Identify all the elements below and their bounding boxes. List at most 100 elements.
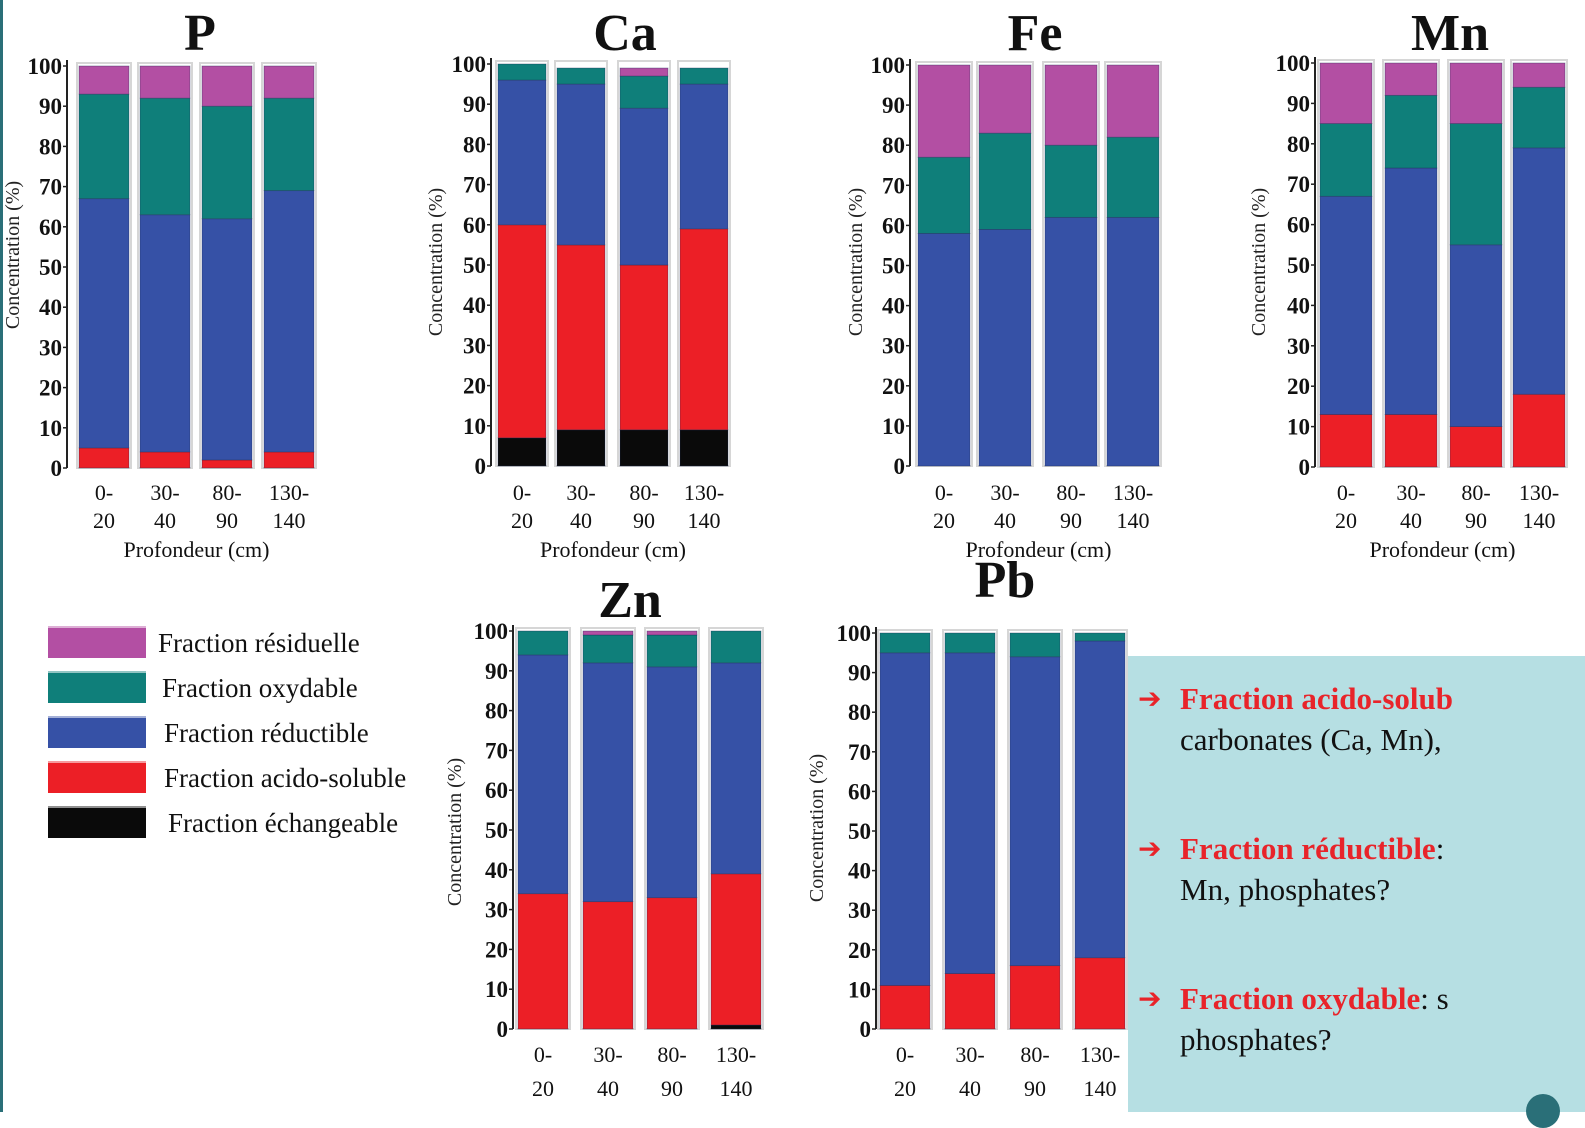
decoration-circle bbox=[1526, 1094, 1560, 1128]
bar-segment-residuelle bbox=[917, 64, 971, 158]
bar-segment-oxydable bbox=[1044, 144, 1098, 218]
y-axis-label: Concentration (%) bbox=[444, 758, 466, 906]
bar-segment-reductible bbox=[517, 654, 569, 895]
note-line2: Mn, phosphates? bbox=[1180, 872, 1391, 907]
chart-fe: Fe Concentration (%) 0 10 20 30 40 50 60 70 80 90 10… bbox=[845, 5, 1162, 562]
x-tick-label: 20 bbox=[1335, 508, 1357, 533]
y-tick-label: 40 bbox=[882, 294, 905, 319]
legend-swatch bbox=[48, 761, 146, 793]
legend-swatch bbox=[48, 671, 146, 703]
chart-title: Fe bbox=[1008, 5, 1063, 62]
y-tick-label: 20 bbox=[882, 374, 905, 399]
y-tick-label: 70 bbox=[882, 173, 905, 198]
bar-segment-reductible bbox=[263, 190, 315, 453]
x-tick-label: 80- bbox=[1056, 480, 1085, 505]
bar-segment-oxydable bbox=[917, 156, 971, 234]
bar-segment-reductible bbox=[1319, 195, 1373, 415]
bar-segment-acido-soluble bbox=[201, 459, 253, 469]
y-tick-label: 80 bbox=[848, 700, 871, 725]
y-tick-label: 80 bbox=[1287, 132, 1310, 157]
legend-item-oxydable: Fraction oxydable bbox=[48, 667, 468, 707]
y-tick-label: 80 bbox=[463, 132, 486, 157]
bar-segment-echangeable bbox=[710, 1024, 762, 1030]
x-tick-label: 140 bbox=[273, 508, 306, 533]
y-tick-label: 70 bbox=[463, 173, 486, 198]
y-tick-label: 70 bbox=[485, 738, 508, 763]
x-tick-label: 130- bbox=[1080, 1042, 1120, 1067]
x-tick-label: 140 bbox=[720, 1076, 753, 1101]
legend-item-residuelle: Fraction résiduelle bbox=[48, 622, 468, 662]
x-axis-label: Profondeur (cm) bbox=[965, 537, 1111, 562]
y-tick-label: 70 bbox=[39, 175, 62, 200]
bar-segment-acido-soluble bbox=[1009, 965, 1061, 1030]
y-tick-label: 60 bbox=[463, 213, 486, 238]
y-tick-label: 20 bbox=[485, 937, 508, 962]
y-tick-label: 60 bbox=[848, 779, 871, 804]
bar-segment-oxydable bbox=[497, 63, 547, 81]
chart-pb: Pb Concentration (%) 0 10 20 30 40 50 60 70 80 90 10… bbox=[806, 552, 1128, 1101]
y-tick-label: 80 bbox=[485, 699, 508, 724]
legend-label: Fraction échangeable bbox=[168, 808, 399, 838]
y-tick-label: 60 bbox=[39, 215, 62, 240]
y-tick-label: 10 bbox=[39, 416, 62, 441]
chart-p: P Concentration (%) 0 10 20 30 40 50 60 70 80 90 100… bbox=[2, 5, 317, 562]
bar-segment-oxydable bbox=[201, 105, 253, 220]
bar-segment-oxydable bbox=[263, 97, 315, 192]
bar-segment-oxydable bbox=[1449, 123, 1503, 246]
bar-segment-acido-soluble bbox=[497, 224, 547, 439]
y-axis-label: Concentration (%) bbox=[2, 181, 24, 329]
bar-segment-oxydable bbox=[1074, 632, 1126, 642]
y-tick-label: 30 bbox=[848, 898, 871, 923]
y-tick-label: 60 bbox=[485, 778, 508, 803]
notes-box: ➔ Fraction acido-solub carbonates (Ca, M… bbox=[1128, 656, 1585, 1112]
y-tick-label: 90 bbox=[39, 94, 62, 119]
x-tick-label: 40 bbox=[959, 1076, 981, 1101]
bar-segment-acido-soluble bbox=[646, 897, 698, 1030]
bar-segment-acido-soluble bbox=[139, 451, 191, 469]
x-tick-label: 40 bbox=[570, 508, 592, 533]
y-tick-label: 10 bbox=[882, 414, 905, 439]
y-tick-label: 100 bbox=[474, 619, 509, 644]
legend-swatch bbox=[48, 716, 146, 748]
bar-segment-acido-soluble bbox=[710, 873, 762, 1026]
bar-segment-reductible bbox=[879, 652, 931, 986]
legend-label: Fraction réductible bbox=[164, 718, 369, 748]
bar-segment-oxydable bbox=[646, 634, 698, 668]
x-tick-label: 40 bbox=[597, 1076, 619, 1101]
bar-segment-residuelle bbox=[1319, 62, 1373, 124]
bar-segment-reductible bbox=[917, 233, 971, 467]
y-tick-label: 70 bbox=[1287, 172, 1310, 197]
legend-item-echangeable: Fraction échangeable bbox=[48, 802, 468, 842]
y-tick-label: 0 bbox=[1299, 455, 1311, 480]
bar-segment-reductible bbox=[582, 662, 634, 903]
bar-segment-reductible bbox=[710, 662, 762, 875]
bar-segment-acido-soluble bbox=[1384, 414, 1438, 468]
y-tick-label: 50 bbox=[882, 254, 905, 279]
bar-segment-residuelle bbox=[1106, 64, 1160, 138]
x-tick-label: 90 bbox=[1060, 508, 1082, 533]
bar-segment-residuelle bbox=[1044, 64, 1098, 146]
x-tick-label: 20 bbox=[511, 508, 533, 533]
y-tick-label: 10 bbox=[1287, 415, 1310, 440]
y-axis-label: Concentration (%) bbox=[1248, 188, 1270, 336]
bar-segment-oxydable bbox=[679, 67, 729, 85]
y-axis-label: Concentration (%) bbox=[845, 188, 867, 336]
y-tick-label: 40 bbox=[485, 858, 508, 883]
arrow-icon: ➔ bbox=[1138, 832, 1162, 865]
bar-segment-residuelle bbox=[1384, 62, 1438, 96]
y-tick-label: 100 bbox=[1276, 51, 1311, 76]
bar-segment-reductible bbox=[619, 107, 669, 266]
bar-segment-acido-soluble bbox=[1319, 414, 1373, 468]
bar-segment-oxydable bbox=[710, 630, 762, 664]
y-tick-label: 100 bbox=[871, 53, 906, 78]
bar-segment-reductible bbox=[1449, 244, 1503, 428]
chart-title: Pb bbox=[975, 552, 1036, 609]
chart-ca: Ca Concentration (%) 0 10 20 30 40 50 60 70 80 90 10… bbox=[425, 5, 731, 562]
bar-segment-reductible bbox=[1106, 216, 1160, 467]
bar-segment-residuelle bbox=[582, 630, 634, 636]
x-tick-label: 90 bbox=[1024, 1076, 1046, 1101]
x-tick-label: 30- bbox=[150, 480, 179, 505]
x-tick-label: 80- bbox=[657, 1042, 686, 1067]
y-tick-label: 80 bbox=[882, 133, 905, 158]
x-tick-label: 0- bbox=[1337, 480, 1355, 505]
